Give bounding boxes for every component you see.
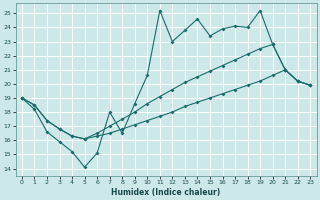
- X-axis label: Humidex (Indice chaleur): Humidex (Indice chaleur): [111, 188, 221, 197]
